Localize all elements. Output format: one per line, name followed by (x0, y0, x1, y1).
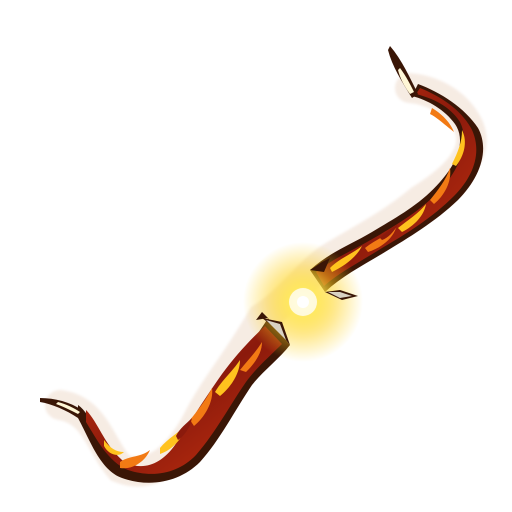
bow-lower-tip (40, 398, 82, 418)
bow-grip-spikes (256, 258, 358, 345)
bow-upper-tip (388, 46, 418, 98)
bow-lower-limb (78, 318, 290, 483)
bow-grip-glow (243, 242, 363, 362)
